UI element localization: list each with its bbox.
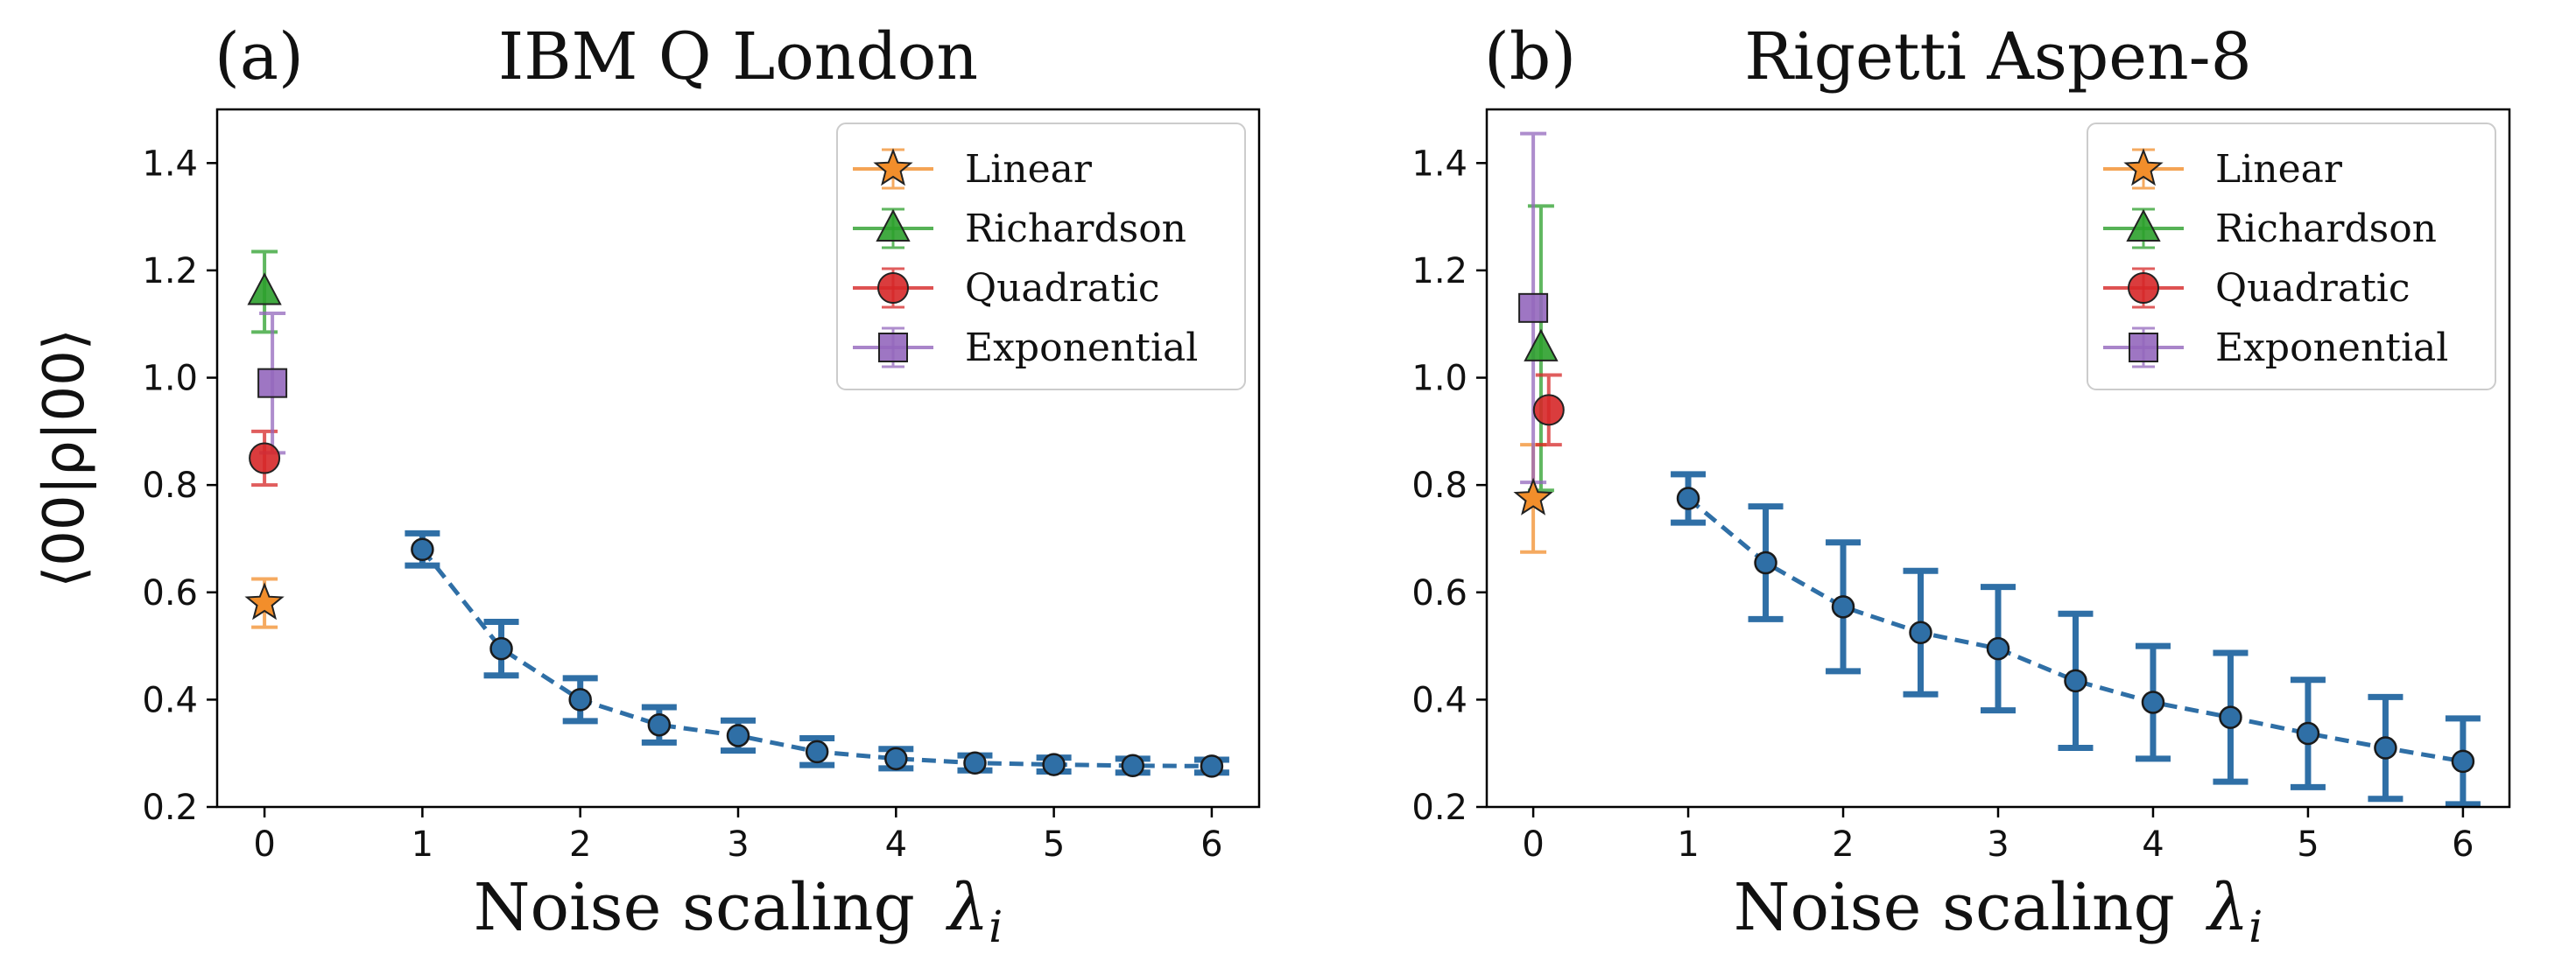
legend-marker xyxy=(876,208,911,242)
extrapolation-point-exponential xyxy=(257,368,288,398)
x-tick-label: 2 xyxy=(1832,824,1854,865)
x-axis-label-lambda: λ xyxy=(945,870,989,945)
y-tick-label: 0.6 xyxy=(1411,573,1467,614)
legend-marker xyxy=(877,272,909,304)
measured-point xyxy=(1042,753,1066,776)
legend-entry-label: Quadratic xyxy=(2215,266,2410,311)
plot-frame xyxy=(215,108,1261,809)
y-tick-label: 1.2 xyxy=(142,251,198,291)
legend-marker xyxy=(2129,333,2158,362)
x-tick-label: 3 xyxy=(1987,824,2009,865)
legend-entry-label: Linear xyxy=(2215,147,2343,192)
x-axis-label-main: Noise scaling xyxy=(1734,870,2196,945)
legend-marker xyxy=(2123,148,2164,186)
measured-point xyxy=(411,537,434,561)
x-axis-label: Noise scaling λi xyxy=(474,870,1003,952)
measured-point xyxy=(1831,595,1855,619)
legend-entry-label: Richardson xyxy=(965,207,1186,251)
y-tick-label: 0.8 xyxy=(142,466,198,506)
legend-entry-label: Quadratic xyxy=(965,266,1159,311)
x-tick-label: 4 xyxy=(885,824,907,865)
y-tick-label: 0.6 xyxy=(142,573,198,614)
measured-point xyxy=(568,688,592,712)
x-axis-label-main: Noise scaling xyxy=(474,870,936,945)
legend-box xyxy=(836,123,1246,390)
measured-dashed-line xyxy=(1686,496,2464,764)
measured-point xyxy=(2219,705,2242,729)
measured-point xyxy=(2451,749,2475,774)
x-axis-label: Noise scaling λi xyxy=(1734,870,2263,952)
measured-point xyxy=(1986,636,2010,661)
legend-box xyxy=(2087,123,2496,390)
measured-point xyxy=(489,636,513,661)
measured-point xyxy=(1754,551,1777,575)
measured-point xyxy=(647,712,672,737)
measured-point xyxy=(1909,621,1932,644)
y-tick-label: 0.4 xyxy=(1411,680,1467,720)
extrapolation-point-richardson xyxy=(247,272,282,305)
y-tick-label: 1.0 xyxy=(1411,359,1467,399)
y-tick-label: 0.2 xyxy=(1411,788,1467,828)
legend-entry-label: Richardson xyxy=(2215,207,2437,251)
extrapolation-point-linear xyxy=(244,582,285,621)
plot-frame xyxy=(1485,108,2511,809)
chart-title: Rigetti Aspen-8 xyxy=(1744,19,2252,95)
measured-point xyxy=(805,740,829,764)
panel-b: (b) Rigetti Aspen-8 0 1 2 3 4 5 6 0.2 0.4 0.6 0.8 1.0… xyxy=(1411,19,2511,952)
measured-point xyxy=(2064,669,2087,693)
legend-marker xyxy=(2126,208,2161,242)
x-axis-label-subscript: i xyxy=(2249,901,2263,952)
measured-dashed-line xyxy=(420,548,1212,768)
x-tick-label: 1 xyxy=(1677,824,1699,865)
extrapolation-point-quadratic xyxy=(249,442,281,474)
y-tick-label: 0.4 xyxy=(142,680,198,720)
panel-label: (a) xyxy=(215,19,304,95)
panel-a: (a) IBM Q London 0 1 2 3 4 5 6 0.2 0.4 0.6 0.8 1.0 1.2… xyxy=(32,19,1261,952)
measured-point xyxy=(2374,736,2397,760)
extrapolation-point-quadratic xyxy=(1532,394,1565,426)
x-tick-label: 5 xyxy=(2297,824,2319,865)
measured-point xyxy=(963,751,987,775)
measured-point xyxy=(726,724,750,747)
measured-point xyxy=(1676,487,1700,510)
x-tick-label: 2 xyxy=(569,824,591,865)
x-axis-label-lambda: λ xyxy=(2205,870,2249,945)
x-tick-label: 0 xyxy=(1522,824,1544,865)
extrapolation-point-richardson xyxy=(1524,328,1559,361)
chart-title: IBM Q London xyxy=(498,19,978,95)
legend-marker xyxy=(878,333,908,362)
y-tick-label: 1.4 xyxy=(1411,144,1467,184)
legend-marker xyxy=(873,148,913,186)
legend-marker xyxy=(2128,272,2159,304)
measured-point xyxy=(2141,691,2165,714)
x-tick-label: 1 xyxy=(412,824,433,865)
y-tick-label: 0.8 xyxy=(1411,466,1467,506)
panel-label: (b) xyxy=(1484,19,1576,95)
x-tick-label: 4 xyxy=(2142,824,2164,865)
x-tick-label: 6 xyxy=(1200,824,1222,865)
extrapolation-point-exponential xyxy=(1518,292,1549,323)
y-tick-label: 0.2 xyxy=(142,788,198,828)
y-axis-label: ⟨00|ρ|00⟩ xyxy=(32,328,97,588)
legend: Linear Richardson Quadratic Exponential xyxy=(836,123,1246,390)
y-tick-label: 1.2 xyxy=(1411,251,1467,291)
legend-entry-label: Exponential xyxy=(965,326,1198,370)
x-tick-label: 0 xyxy=(253,824,275,865)
measured-point xyxy=(884,747,908,771)
y-tick-label: 1.0 xyxy=(142,359,198,399)
x-axis-label-subscript: i xyxy=(989,901,1003,952)
extrapolation-point-linear xyxy=(1513,477,1553,516)
legend: Linear Richardson Quadratic Exponential xyxy=(2087,123,2496,390)
measured-point xyxy=(1121,754,1145,778)
x-tick-label: 3 xyxy=(727,824,749,865)
legend-entry-label: Exponential xyxy=(2215,326,2448,370)
legend-entry-label: Linear xyxy=(965,147,1093,192)
measured-point xyxy=(1200,754,1224,778)
measured-point xyxy=(2296,721,2320,746)
x-tick-label: 5 xyxy=(1043,824,1065,865)
x-tick-label: 6 xyxy=(2452,824,2474,865)
y-tick-label: 1.4 xyxy=(142,144,198,184)
